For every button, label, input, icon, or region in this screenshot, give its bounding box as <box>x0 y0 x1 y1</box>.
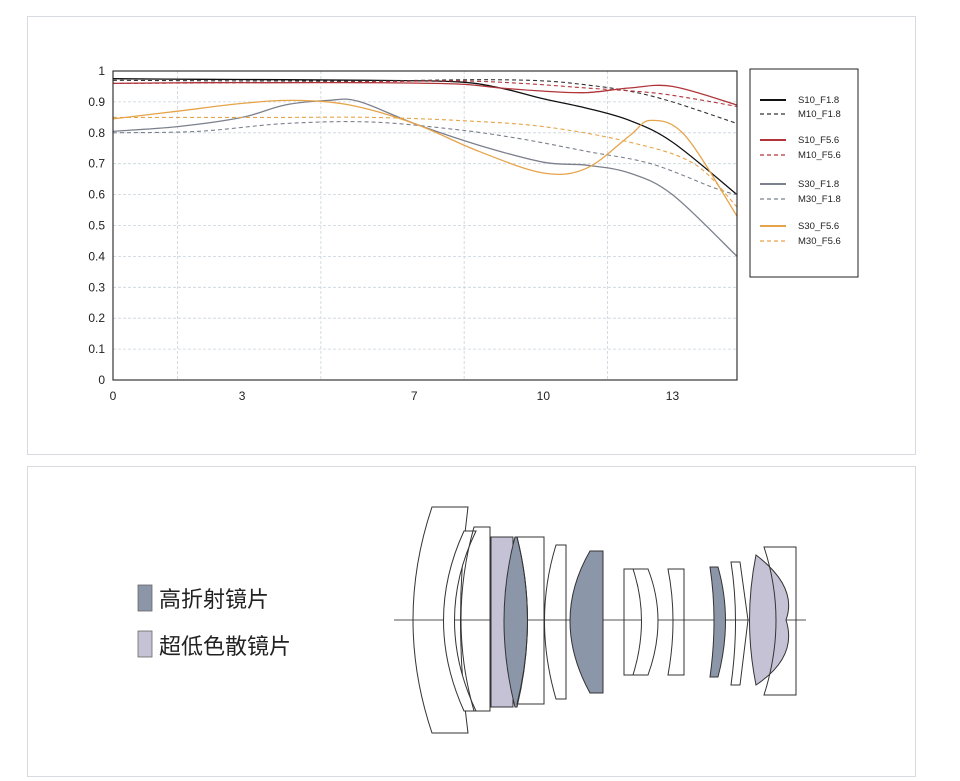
y-tick-label: 0.5 <box>88 219 105 233</box>
y-tick-label: 0.7 <box>88 157 105 171</box>
y-tick-label: 0.9 <box>88 95 105 109</box>
legend-entry: M30_F5.6 <box>798 236 841 247</box>
y-tick-label: 0.3 <box>88 280 105 294</box>
lens-diagram: 高折射镜片 超低色散镜片 <box>137 506 806 734</box>
lens-element-13-ed <box>749 554 790 686</box>
lens-element-12 <box>730 561 749 686</box>
series-line-s10-f5-6 <box>112 81 738 106</box>
y-tick-label: 0.1 <box>88 342 105 356</box>
y-tick-label: 0.6 <box>88 188 105 202</box>
x-tick-label: 3 <box>239 389 246 403</box>
plot-frame <box>112 70 738 381</box>
high-refraction-label: 高折射镜片 <box>159 588 269 613</box>
x-tick-label: 13 <box>666 389 680 403</box>
legend-entry: M10_F5.6 <box>798 150 841 161</box>
lens-element-2 <box>460 526 491 712</box>
legend-entry: M10_F1.8 <box>798 109 841 120</box>
lens-element-9 <box>632 568 659 676</box>
chart-grid <box>113 70 737 381</box>
legend-entry: S30_F5.6 <box>798 221 839 232</box>
legend-entry: M30_F1.8 <box>798 194 841 205</box>
lens-diagram-panel: 高折射镜片 超低色散镜片 <box>27 466 916 777</box>
series-line-m30-f1-8 <box>112 121 738 196</box>
legend-entry: S10_F1.8 <box>798 95 839 106</box>
x-tick-label: 7 <box>411 389 418 403</box>
series-line-s30-f5-6 <box>112 99 738 217</box>
lens-element-5 <box>516 536 545 705</box>
legend-entry: S30_F1.8 <box>798 179 839 190</box>
chart-series <box>112 78 738 257</box>
y-tick-label: 0.2 <box>88 311 105 325</box>
series-line-m30-f5-6 <box>112 116 738 208</box>
x-tick-label: 10 <box>537 389 551 403</box>
y-tick-label: 0.8 <box>88 126 105 140</box>
chart-legend: S10_F1.8 M10_F1.8 S10_F5.6 M10_F5.6 S30_F1.8… <box>749 68 859 278</box>
y-tick-label: 0 <box>98 373 105 387</box>
lens-element-7-hr <box>569 550 604 694</box>
series-line-s10-f1-8 <box>112 78 738 196</box>
mtf-chart-panel: 0 0.1 0.2 0.3 0.4 0.5 0.6 0.7 0.8 0.9 1 0 3 7 10 13 S10… <box>27 16 916 455</box>
ed-label: 超低色散镜片 <box>159 635 291 660</box>
lens-element-10 <box>667 568 685 676</box>
lens-element-11-hr <box>709 566 726 678</box>
lens-element-1-inner <box>443 530 477 712</box>
lens-element-6 <box>544 544 567 700</box>
legend-entry: S10_F5.6 <box>798 135 839 146</box>
y-tick-label: 0.4 <box>88 249 105 263</box>
y-tick-label: 1 <box>98 64 105 78</box>
lens-element-14 <box>763 546 797 696</box>
legend-box <box>749 68 859 278</box>
x-tick-label: 0 <box>110 389 117 403</box>
series-line-m10-f5-6 <box>112 80 738 108</box>
mtf-chart: 00.10.20.30.40.50.60.70.80.910 3 7 10 13 S10… <box>88 64 859 403</box>
series-line-m10-f1-8 <box>112 79 738 125</box>
ed-swatch <box>137 630 153 658</box>
chart-axes: 00.10.20.30.40.50.60.70.80.910 3 7 10 13 <box>88 64 738 403</box>
high-refraction-swatch <box>137 584 153 612</box>
